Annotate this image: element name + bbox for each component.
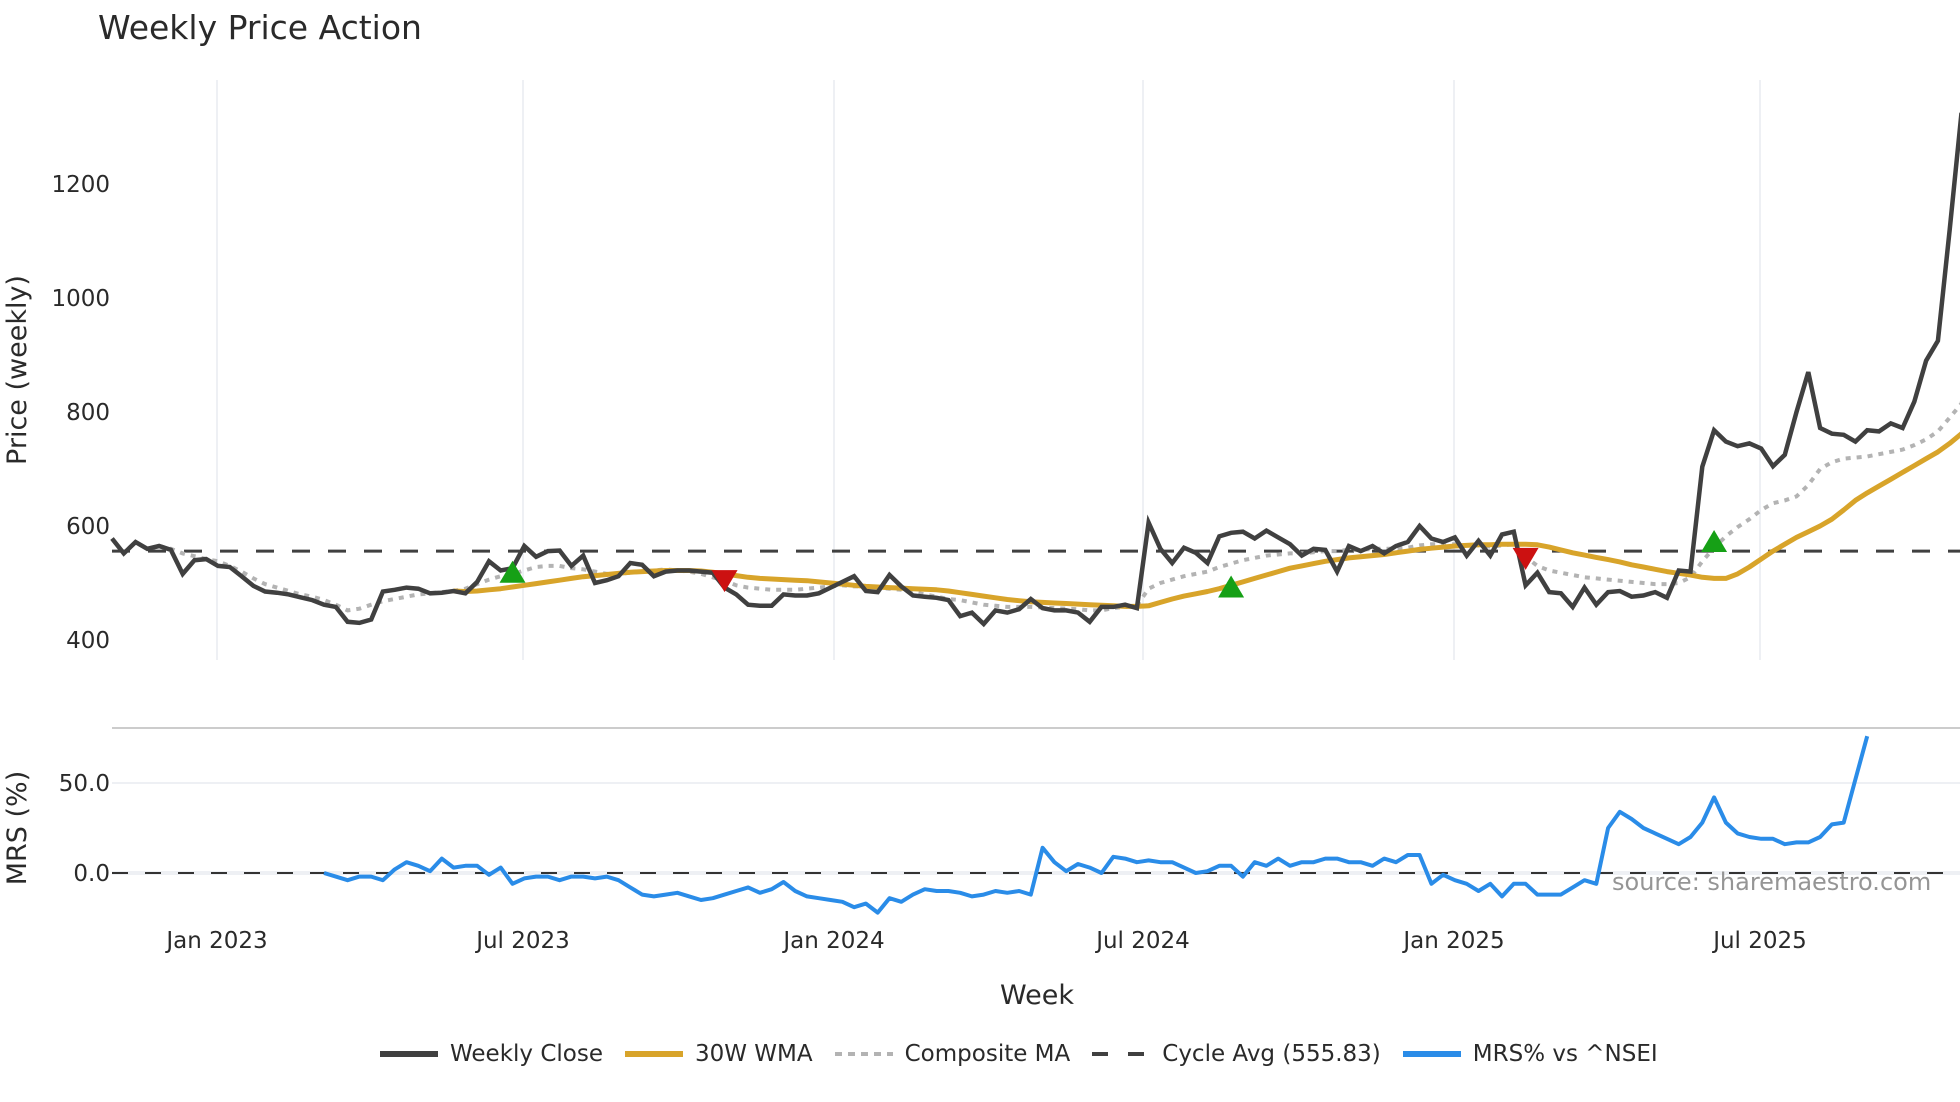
x-tick-label: Jan 2023 bbox=[164, 928, 267, 954]
sell-signal-marker bbox=[711, 570, 738, 593]
legend-swatch-icon bbox=[624, 1051, 683, 1057]
legend-item-mrs[interactable]: MRS% vs ^NSEI bbox=[1402, 1041, 1658, 1067]
legend-swatch-icon bbox=[380, 1051, 438, 1057]
x-tick-label: Jan 2024 bbox=[781, 928, 884, 954]
x-tick-label: Jan 2025 bbox=[1401, 928, 1504, 954]
y-tick-label: 800 bbox=[66, 400, 110, 426]
y-tick-label: 600 bbox=[66, 514, 110, 540]
legend-label: MRS% vs ^NSEI bbox=[1472, 1041, 1658, 1067]
y-tick-label: 400 bbox=[66, 628, 110, 654]
legend: Weekly Close 30W WMA Composite MA Cycle Avg… bbox=[380, 1038, 1680, 1070]
y-axis-title-mrs: MRS (%) bbox=[2, 771, 33, 886]
x-tick-label: Jul 2024 bbox=[1094, 928, 1190, 954]
mrs-line bbox=[323, 735, 1870, 915]
legend-item-composite-ma[interactable]: Composite MA bbox=[834, 1041, 1071, 1067]
source-watermark: source: sharemaestro.com bbox=[1612, 868, 1931, 896]
x-axis-title: Week bbox=[1000, 980, 1074, 1011]
mrs-series bbox=[323, 735, 1870, 915]
legend-label: Weekly Close bbox=[450, 1041, 603, 1067]
legend-label: Cycle Avg (555.83) bbox=[1162, 1041, 1381, 1067]
axes: Jan 2023 Jul 2023 Jan 2024 Jul 2024 Jan 2025… bbox=[2, 172, 1807, 1011]
gridlines bbox=[112, 80, 1960, 875]
legend-swatch-icon bbox=[1092, 1052, 1151, 1056]
y-tick-label: 1000 bbox=[51, 286, 110, 312]
sell-signal-marker bbox=[1512, 547, 1539, 570]
legend-swatch-icon bbox=[1402, 1051, 1461, 1057]
buy-signal-marker bbox=[499, 560, 526, 583]
y-tick-label: 1200 bbox=[51, 172, 110, 198]
wma-line bbox=[453, 431, 1960, 609]
buy-signal-marker bbox=[1218, 575, 1245, 598]
mrs-y-tick-label: 50.0 bbox=[59, 771, 110, 797]
legend-item-wma[interactable]: 30W WMA bbox=[624, 1041, 813, 1067]
mrs-y-tick-label: 0.0 bbox=[73, 861, 110, 887]
x-tick-label: Jul 2023 bbox=[474, 928, 570, 954]
legend-item-cycle-avg[interactable]: Cycle Avg (555.83) bbox=[1092, 1041, 1381, 1067]
legend-item-weekly-close[interactable]: Weekly Close bbox=[380, 1041, 603, 1067]
y-axis-title-price: Price (weekly) bbox=[2, 275, 33, 465]
price-series bbox=[110, 112, 1960, 628]
buy-signal-marker bbox=[1701, 529, 1728, 552]
chart-title: Weekly Price Action bbox=[98, 8, 422, 47]
legend-swatch-icon bbox=[834, 1052, 893, 1056]
legend-label: Composite MA bbox=[904, 1041, 1071, 1067]
legend-label: 30W WMA bbox=[694, 1041, 813, 1067]
signal-markers bbox=[499, 529, 1728, 598]
x-tick-label: Jul 2025 bbox=[1711, 928, 1807, 954]
weekly-close-line bbox=[110, 112, 1960, 628]
